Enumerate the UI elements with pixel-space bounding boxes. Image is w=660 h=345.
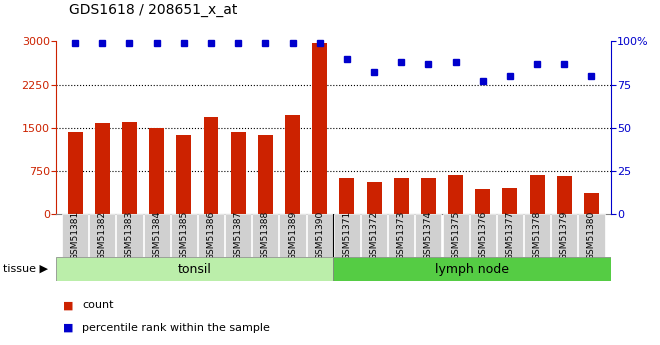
- Bar: [171, 214, 197, 257]
- Text: GSM51373: GSM51373: [397, 211, 406, 260]
- Bar: [415, 214, 442, 257]
- Bar: [497, 214, 523, 257]
- Bar: [307, 214, 333, 257]
- Bar: [584, 193, 599, 214]
- Text: GDS1618 / 208651_x_at: GDS1618 / 208651_x_at: [69, 3, 238, 17]
- Bar: [334, 214, 360, 257]
- Bar: [116, 214, 143, 257]
- Text: ■: ■: [63, 300, 73, 310]
- Bar: [333, 257, 610, 281]
- Bar: [470, 214, 496, 257]
- Bar: [203, 117, 218, 214]
- Bar: [62, 214, 88, 257]
- Bar: [144, 214, 170, 257]
- Text: lymph node: lymph node: [435, 263, 509, 276]
- Text: GSM51375: GSM51375: [451, 211, 460, 260]
- Text: GSM51378: GSM51378: [533, 211, 542, 260]
- Bar: [339, 178, 354, 214]
- Bar: [89, 214, 116, 257]
- Bar: [176, 135, 191, 214]
- Text: ■: ■: [63, 323, 73, 333]
- Text: GSM51383: GSM51383: [125, 211, 134, 260]
- Bar: [475, 189, 490, 214]
- Bar: [225, 214, 251, 257]
- Bar: [68, 132, 82, 214]
- Bar: [252, 214, 279, 257]
- Text: tonsil: tonsil: [178, 263, 212, 276]
- Bar: [95, 123, 110, 214]
- Text: GSM51386: GSM51386: [207, 211, 216, 260]
- Bar: [448, 175, 463, 214]
- Bar: [56, 257, 333, 281]
- Bar: [551, 214, 578, 257]
- Text: GSM51390: GSM51390: [315, 211, 324, 260]
- Text: count: count: [82, 300, 114, 310]
- Text: GSM51376: GSM51376: [478, 211, 487, 260]
- Text: tissue ▶: tissue ▶: [3, 264, 48, 274]
- Bar: [361, 214, 387, 257]
- Bar: [394, 178, 409, 214]
- Bar: [443, 214, 469, 257]
- Bar: [149, 128, 164, 214]
- Text: GSM51374: GSM51374: [424, 211, 433, 260]
- Bar: [312, 42, 327, 214]
- Bar: [231, 132, 246, 214]
- Text: GSM51385: GSM51385: [180, 211, 188, 260]
- Text: GSM51371: GSM51371: [343, 211, 351, 260]
- Bar: [279, 214, 306, 257]
- Text: GSM51384: GSM51384: [152, 211, 161, 260]
- Text: GSM51382: GSM51382: [98, 211, 107, 260]
- Text: GSM51372: GSM51372: [370, 211, 379, 260]
- Text: GSM51381: GSM51381: [71, 211, 80, 260]
- Bar: [388, 214, 414, 257]
- Text: GSM51387: GSM51387: [234, 211, 243, 260]
- Bar: [530, 175, 544, 214]
- Text: GSM51380: GSM51380: [587, 211, 596, 260]
- Bar: [578, 214, 605, 257]
- Bar: [502, 188, 517, 214]
- Text: GSM51388: GSM51388: [261, 211, 270, 260]
- Bar: [122, 122, 137, 214]
- Bar: [557, 176, 572, 214]
- Bar: [421, 178, 436, 214]
- Text: GSM51389: GSM51389: [288, 211, 297, 260]
- Text: percentile rank within the sample: percentile rank within the sample: [82, 323, 271, 333]
- Bar: [366, 182, 381, 214]
- Text: GSM51379: GSM51379: [560, 211, 569, 260]
- Bar: [285, 115, 300, 214]
- Bar: [524, 214, 550, 257]
- Bar: [258, 135, 273, 214]
- Bar: [198, 214, 224, 257]
- Text: GSM51377: GSM51377: [506, 211, 514, 260]
